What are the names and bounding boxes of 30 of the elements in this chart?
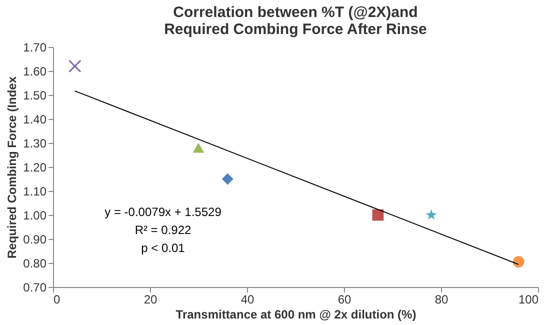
text: Correlation between %T (@2X)and xyxy=(173,4,418,21)
x-axis-title: Transmittance at 600 nm @ 2x dilution (%) xyxy=(176,308,416,322)
annotation: R² = 0.922 xyxy=(134,223,192,237)
y-tick-label: 0.90 xyxy=(23,232,47,246)
point xyxy=(192,142,204,153)
point xyxy=(512,256,524,268)
y-tick-label: 1.00 xyxy=(23,208,47,222)
y-tick-label: 1.30 xyxy=(23,136,47,150)
annotation: p < 0.01 xyxy=(141,241,186,255)
point xyxy=(426,209,437,220)
y-tick-label: 1.50 xyxy=(23,88,47,102)
x-tick-label: 40 xyxy=(240,292,254,306)
y-tick-label: 1.60 xyxy=(23,64,47,78)
point xyxy=(372,209,384,221)
y-tick-label: 1.70 xyxy=(23,40,47,54)
y-tick-label: 0.80 xyxy=(23,256,47,270)
y-tick-label: 0.70 xyxy=(23,280,47,294)
text: Required Combing Force After Rinse xyxy=(164,21,427,38)
y-tick-label: 1.40 xyxy=(23,112,47,126)
annotation: y = -0.0079x + 1.5529 xyxy=(104,205,222,219)
x-tick-label: 20 xyxy=(144,292,158,306)
x-tick-label: 60 xyxy=(338,292,352,306)
y-tick-label: 1.10 xyxy=(23,184,47,198)
x-tick-label: 0 xyxy=(54,292,60,306)
y-tick-label: 1.20 xyxy=(23,160,47,174)
x-tick-label: 100 xyxy=(518,292,539,306)
y-axis-title: Required Combing Force (Index xyxy=(5,76,20,259)
point xyxy=(222,173,234,185)
x-tick-label: 80 xyxy=(434,292,448,306)
point xyxy=(68,60,82,73)
